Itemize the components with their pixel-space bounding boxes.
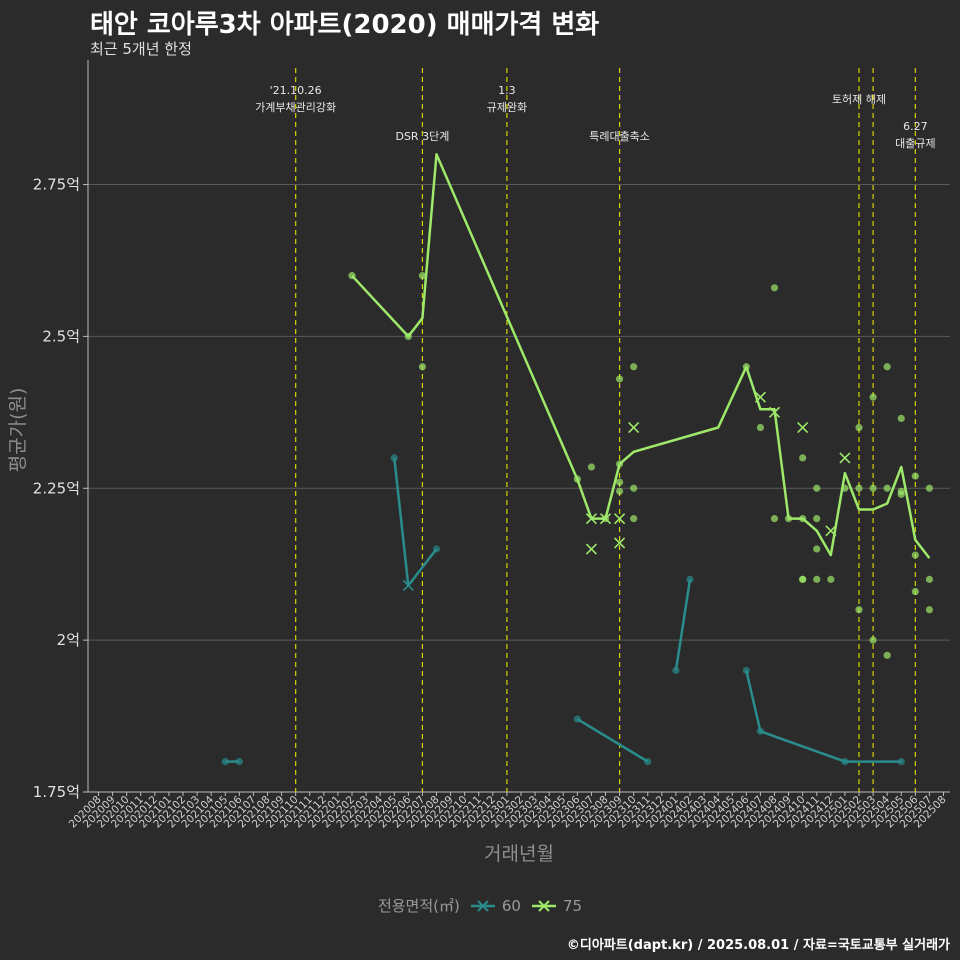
point-75 <box>630 363 638 371</box>
event-label: '21.10.26 <box>270 84 322 97</box>
y-tick-label: 2억 <box>57 631 80 649</box>
cross-stroke <box>599 513 612 525</box>
event-label: 6.27 <box>903 120 928 133</box>
y-tick-label: 1.75억 <box>33 783 80 801</box>
point-75 <box>630 515 638 523</box>
point-75 <box>883 484 891 492</box>
cross-point-75 <box>585 543 597 555</box>
point-75 <box>869 484 877 492</box>
legend-swatch-75 <box>531 899 556 912</box>
event-label: DSR 3단계 <box>395 130 449 143</box>
point-75 <box>925 484 934 492</box>
event-label: 1.3 <box>498 84 516 97</box>
cross-point-75 <box>768 406 781 418</box>
cross-stroke <box>614 513 626 525</box>
y-tick-label: 2.25억 <box>33 479 80 497</box>
point-75 <box>799 454 807 462</box>
cross-stroke <box>585 513 597 525</box>
point-75 <box>813 484 821 492</box>
event-label: 토허제 해제 <box>832 92 886 106</box>
series-line-60 <box>393 457 438 587</box>
point-60 <box>235 758 243 766</box>
point-60 <box>221 758 229 766</box>
legend: 전용면적(㎡) 60 75 <box>0 895 960 916</box>
point-75 <box>813 515 821 523</box>
point-75 <box>587 463 596 471</box>
point-75 <box>897 414 905 423</box>
point-75 <box>855 606 863 614</box>
cross-point-75 <box>614 513 626 525</box>
cross-stroke <box>825 525 837 537</box>
cross-point-75 <box>839 452 851 464</box>
legend-title: 전용면적(㎡) <box>377 897 460 915</box>
point-75 <box>897 490 905 498</box>
cross-stroke <box>839 452 851 464</box>
legend-swatch-60 <box>470 899 495 912</box>
point-75 <box>883 363 891 371</box>
point-75 <box>911 472 919 480</box>
cross-stroke <box>628 421 640 434</box>
point-75 <box>799 575 807 583</box>
event-label: 가계부채관리강화 <box>255 101 336 114</box>
cross-point-60 <box>402 579 414 592</box>
y-tick-label: 2.75억 <box>33 176 80 194</box>
point-75 <box>770 284 779 292</box>
point-75 <box>615 478 624 486</box>
cross-stroke <box>797 421 809 434</box>
point-75 <box>756 423 765 432</box>
x-axis-title: 거래년월 <box>484 843 554 865</box>
cross-stroke <box>585 543 597 555</box>
point-75 <box>911 551 919 559</box>
point-75 <box>855 484 863 492</box>
point-75 <box>925 575 934 583</box>
chart-title: 태안 코아루3차 아파트(2020) 매매가격 변화 <box>90 10 600 40</box>
y-axis-title: 평균가(원) <box>7 388 29 473</box>
point-75 <box>813 575 821 583</box>
point-75 <box>615 487 624 495</box>
series-line-75 <box>351 152 931 559</box>
point-75 <box>418 272 427 280</box>
series-line-60 <box>576 718 649 763</box>
cross-point-75 <box>585 513 597 525</box>
point-60 <box>672 666 680 675</box>
y-tick-label: 2.5억 <box>42 327 80 345</box>
event-label: 특례대출축소 <box>589 130 650 143</box>
point-75 <box>869 636 877 644</box>
series-line-60 <box>674 579 692 671</box>
point-75 <box>630 484 638 492</box>
point-75 <box>925 606 934 614</box>
event-label: 대출규제 <box>895 137 935 150</box>
cross-stroke <box>754 391 766 403</box>
cross-point-75 <box>825 525 837 537</box>
point-75 <box>813 545 821 553</box>
series-line-60 <box>745 670 902 763</box>
cross-point-75 <box>599 513 612 525</box>
legend-item-75: 75 <box>531 897 582 915</box>
legend-label-60: 60 <box>501 896 521 915</box>
cross-point-75 <box>628 421 640 434</box>
cross-point-75 <box>754 391 766 403</box>
event-label: 규제완화 <box>487 101 527 114</box>
point-75 <box>883 651 891 659</box>
point-75 <box>615 375 624 383</box>
point-75 <box>869 393 877 401</box>
point-75 <box>855 423 863 432</box>
cross-stroke <box>614 537 626 549</box>
point-60 <box>686 575 694 583</box>
point-75 <box>418 363 427 371</box>
cross-point-75 <box>797 421 809 434</box>
chart-subtitle: 최근 5개년 한정 <box>90 40 192 58</box>
source-caption: ©디아파트(dapt.kr) / 2025.08.01 / 자료=국토교통부 실… <box>566 938 950 953</box>
cross-stroke <box>768 406 781 418</box>
point-60 <box>390 454 398 462</box>
legend-label-75: 75 <box>562 896 583 915</box>
cross-stroke <box>402 579 414 592</box>
legend-item-60: 60 <box>470 897 521 915</box>
point-75 <box>770 515 779 523</box>
point-75 <box>911 587 919 596</box>
cross-point-75 <box>614 537 626 549</box>
point-75 <box>827 575 835 583</box>
